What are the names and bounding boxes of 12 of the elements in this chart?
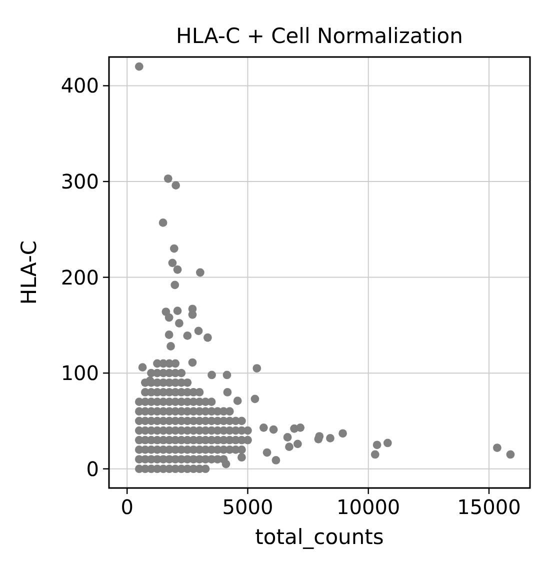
chart-title: HLA-C + Cell Normalization bbox=[176, 24, 463, 48]
x-tick-label: 10000 bbox=[336, 495, 400, 519]
y-tick-label: 300 bbox=[60, 170, 99, 194]
y-axis-title: HLA-C bbox=[17, 240, 41, 305]
x-tick-label: 0 bbox=[120, 495, 134, 519]
y-tick-label: 100 bbox=[60, 361, 99, 386]
y-tick-label: 0 bbox=[86, 456, 99, 481]
x-tick-label: 5000 bbox=[222, 495, 274, 519]
y-tick-label: 200 bbox=[60, 265, 99, 290]
y-tick-label: 400 bbox=[60, 74, 99, 98]
x-axis-title: total_counts bbox=[255, 525, 384, 549]
x-tick-label: 15000 bbox=[457, 495, 521, 519]
